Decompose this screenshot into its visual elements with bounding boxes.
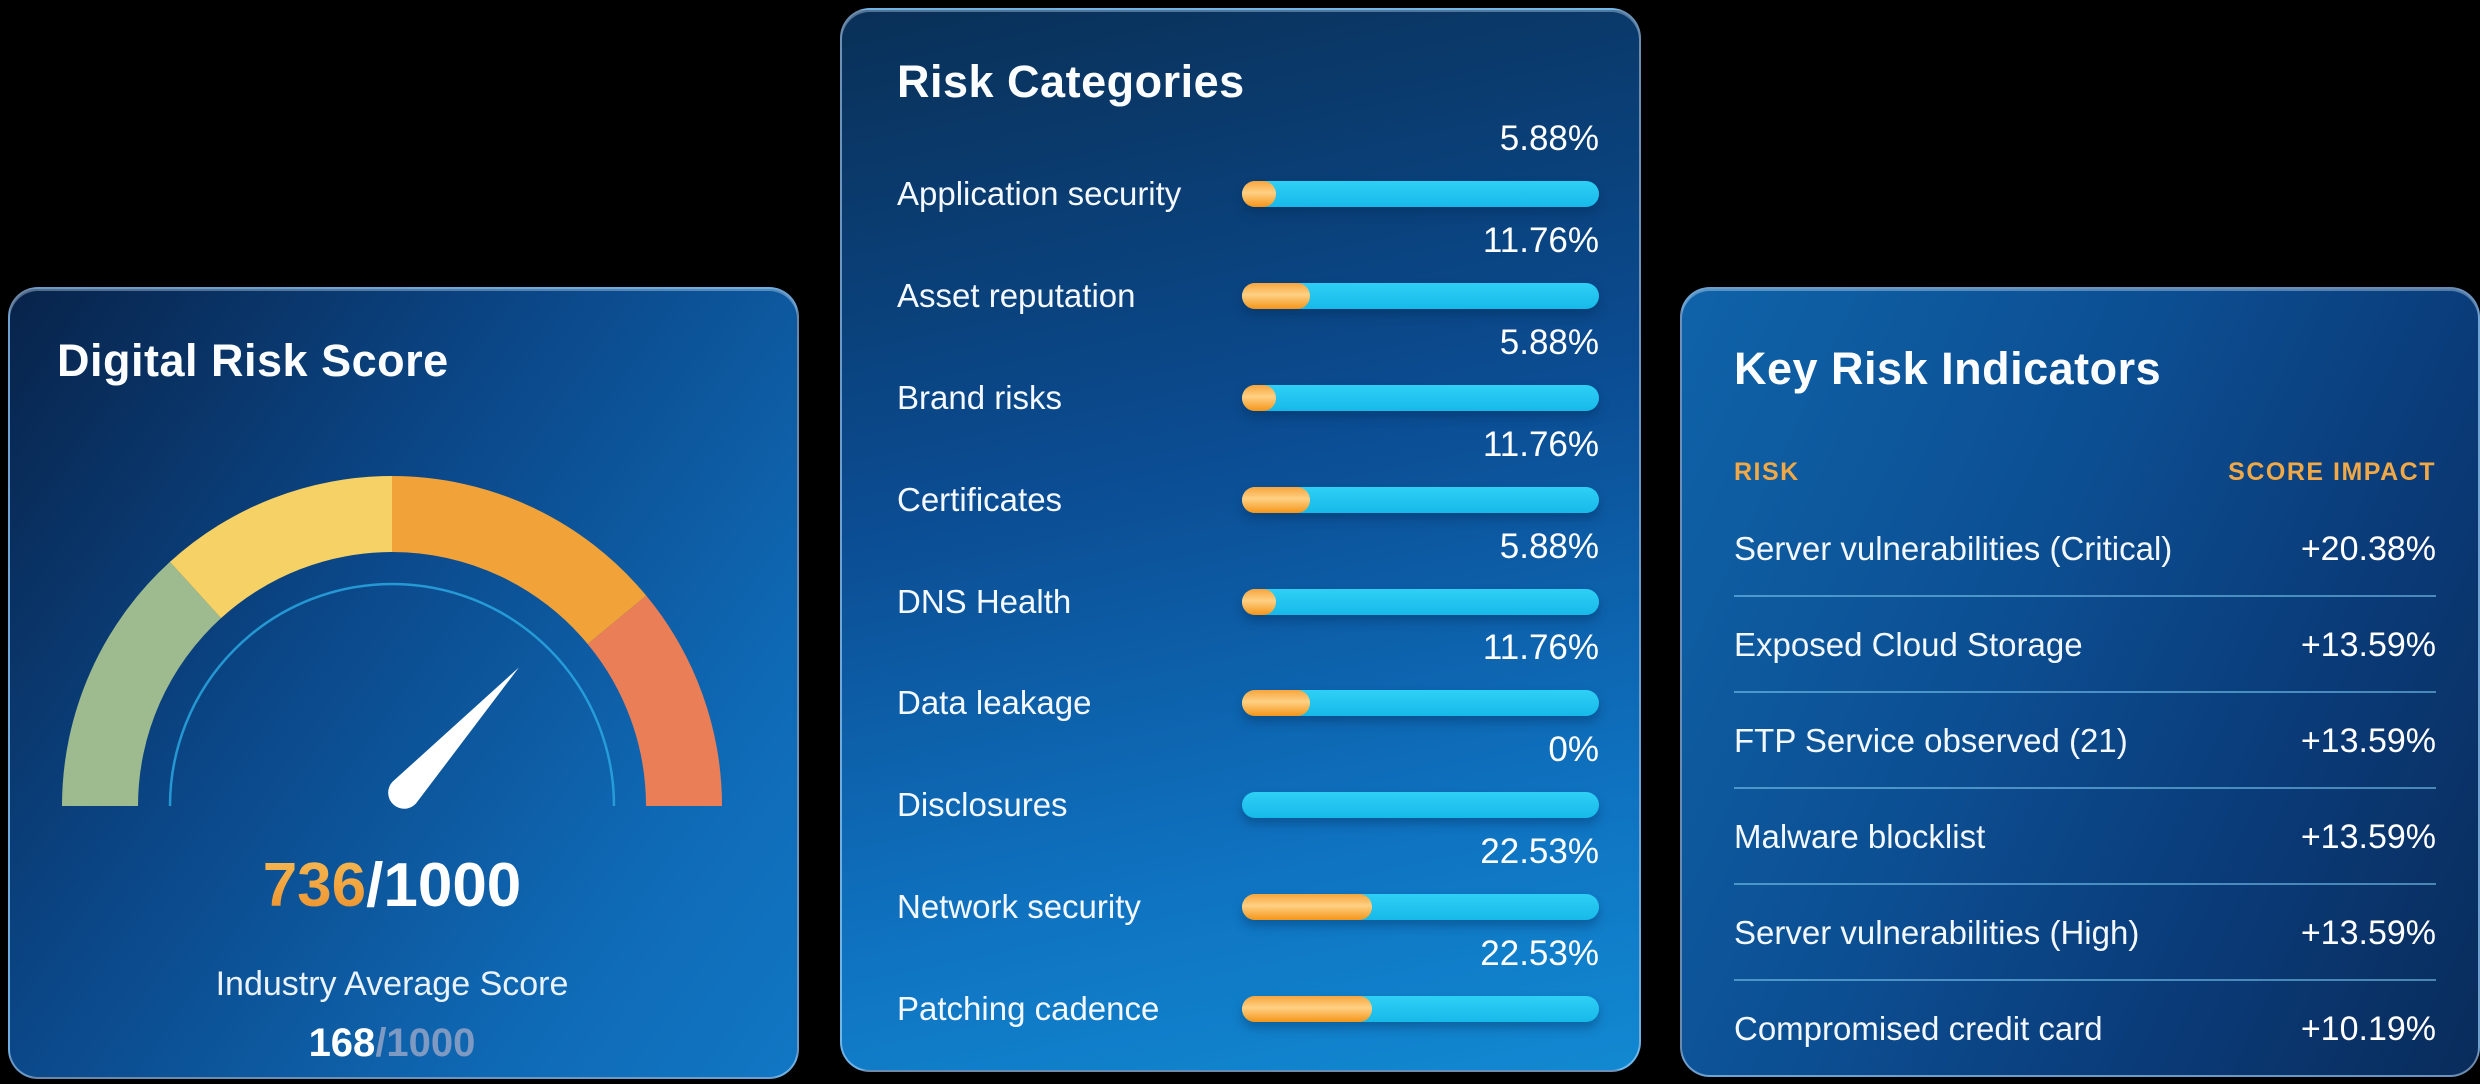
kri-risk-name: Exposed Cloud Storage (1734, 626, 2083, 663)
risk-category-label: Disclosures (897, 786, 1068, 824)
gauge-segment-high (392, 476, 647, 645)
risk-category-percent: 11.76% (1482, 220, 1599, 260)
key-risk-indicators-card: Key Risk Indicators RISK SCORE IMPACT Se… (1680, 287, 2480, 1077)
risk-category-bar-track (1242, 894, 1599, 921)
key-risk-indicators-title: Key Risk Indicators (1734, 343, 2162, 394)
kri-row: FTP Service observed (21) +13.59% (1734, 693, 2436, 789)
score-value: 736/1000 (62, 849, 722, 923)
risk-category-label: Certificates (897, 480, 1063, 518)
kri-table-header: RISK SCORE IMPACT (1734, 455, 2436, 489)
kri-row: Malware blocklist +13.59% (1734, 789, 2436, 885)
digital-risk-score-card: Digital Risk Score 736/1000 Industry Ave… (8, 287, 799, 1079)
risk-category-bar-track (1242, 282, 1599, 309)
score-denominator: /1000 (366, 851, 522, 920)
kri-score-impact: +13.59% (2300, 914, 2436, 952)
risk-category-bar-fill (1242, 384, 1276, 411)
risk-category-percent: 0% (1548, 730, 1599, 770)
risk-category-label: Network security (897, 888, 1141, 926)
kri-score-impact: +10.19% (2300, 1010, 2436, 1048)
risk-category-row: 0% Disclosures (897, 730, 1599, 880)
risk-category-bar-track (1242, 384, 1599, 411)
industry-average-label: Industry Average Score (215, 965, 569, 1003)
risk-category-bar-fill (1242, 282, 1310, 309)
risk-category-row: 5.88% Brand risks (897, 323, 1599, 473)
risk-category-bar-track (1242, 792, 1599, 819)
risk-category-row: 5.88% Application security (897, 119, 1599, 269)
risk-category-row: 11.76% Certificates (897, 425, 1599, 575)
risk-category-label: Patching cadence (897, 990, 1160, 1027)
risk-category-percent: 5.88% (1499, 322, 1599, 362)
kri-column-risk: RISK (1734, 458, 1800, 486)
risk-category-bar-track (1242, 486, 1599, 513)
kri-score-impact: +20.38% (2300, 530, 2436, 568)
industry-average-denominator: /1000 (375, 1021, 476, 1065)
risk-category-percent: 5.88% (1499, 119, 1599, 158)
risk-category-row: 22.53% Network security (897, 832, 1599, 982)
risk-categories-title: Risk Categories (897, 56, 1245, 107)
kri-risk-name: Compromised credit card (1734, 1010, 2103, 1047)
kri-score-impact: +13.59% (2300, 818, 2436, 856)
kri-row: Compromised credit card +10.19% (1734, 981, 2436, 1077)
risk-category-label: DNS Health (897, 582, 1072, 620)
risk-category-bar-fill (1242, 181, 1276, 207)
digital-risk-score-title: Digital Risk Score (57, 335, 449, 386)
gauge-segment-critical (587, 595, 722, 806)
kri-risk-name: Malware blocklist (1734, 818, 1986, 855)
risk-category-bar-track (1242, 996, 1599, 1022)
risk-category-row: 11.76% Asset reputation (897, 221, 1599, 371)
gauge-segment-low (62, 561, 222, 806)
risk-category-row: 11.76% Data leakage (897, 628, 1599, 778)
risk-categories-card: Risk Categories 5.88% Application securit… (840, 8, 1641, 1072)
risk-category-percent: 5.88% (1499, 526, 1599, 566)
risk-category-percent: 11.76% (1482, 424, 1599, 464)
risk-category-bar-fill (1242, 996, 1373, 1022)
risk-category-bar-fill (1242, 486, 1310, 513)
risk-category-label: Data leakage (897, 684, 1092, 722)
risk-category-label: Asset reputation (897, 276, 1136, 314)
kri-risk-name: Server vulnerabilities (Critical) (1734, 530, 2173, 567)
risk-category-bar-track (1242, 181, 1599, 207)
risk-category-percent: 11.76% (1482, 628, 1599, 668)
risk-category-bar-track (1242, 588, 1599, 615)
kri-row: Exposed Cloud Storage +13.59% (1734, 597, 2436, 693)
industry-average-value: 168/1000 (62, 1017, 722, 1069)
risk-category-row: 5.88% DNS Health (897, 527, 1599, 677)
gauge-needle (388, 667, 519, 809)
risk-category-bar-fill (1242, 690, 1310, 717)
risk-category-label: Brand risks (897, 378, 1063, 416)
industry-average-number: 168 (308, 1021, 376, 1065)
risk-category-percent: 22.53% (1480, 832, 1599, 872)
gauge-inner-arc (168, 582, 616, 807)
risk-category-bar-fill (1242, 894, 1373, 921)
risk-category-percent: 22.53% (1480, 934, 1599, 973)
kri-row: Server vulnerabilities (Critical) +20.38% (1734, 501, 2436, 597)
kri-row: Server vulnerabilities (High) +13.59% (1734, 885, 2436, 981)
risk-category-row: 22.53% Patching cadence (897, 934, 1599, 1084)
kri-score-impact: +13.59% (2300, 722, 2436, 760)
risk-score-gauge (62, 476, 722, 809)
score-number: 736 (262, 851, 367, 920)
gauge-segment-medium (169, 476, 392, 619)
kri-column-score-impact: SCORE IMPACT (2228, 458, 2436, 486)
kri-score-impact: +13.59% (2300, 626, 2436, 664)
kri-risk-name: FTP Service observed (21) (1734, 722, 2128, 759)
kri-risk-name: Server vulnerabilities (High) (1734, 914, 2140, 951)
risk-category-label: Application security (897, 175, 1182, 212)
risk-category-bar-fill (1242, 588, 1276, 615)
risk-category-bar-track (1242, 690, 1599, 717)
